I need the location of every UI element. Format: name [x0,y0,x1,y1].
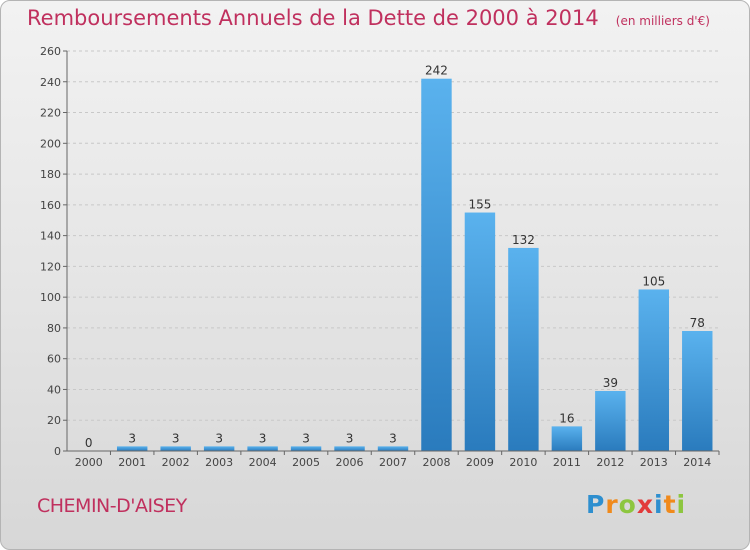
logo-letter: t [663,490,677,519]
bar-2001 [116,446,148,451]
y-tick-label: 40 [47,383,61,396]
logo-letter: r [605,490,619,519]
x-tick-label-2013: 2013 [640,456,668,469]
proxiti-logo: Proxiti [586,490,686,519]
bar-2007 [377,446,409,451]
data-label-2010: 132 [512,233,535,247]
y-tick-label: 0 [54,445,61,458]
data-label-2006: 3 [346,431,354,445]
x-tick-label-2006: 2006 [336,456,364,469]
y-tick-label: 20 [47,414,61,427]
data-label-2013: 105 [642,274,665,288]
x-tick-label-2002: 2002 [162,456,190,469]
y-tick-label: 240 [40,76,61,89]
x-tick-label-2007: 2007 [379,456,407,469]
data-label-2012: 39 [603,376,618,390]
x-tick-label-2010: 2010 [509,456,537,469]
data-label-2001: 3 [128,431,136,445]
bar-2004 [247,446,278,451]
bar-2009 [464,212,496,451]
x-tick-label-2005: 2005 [292,456,320,469]
bar-2008 [421,78,452,451]
data-label-2004: 3 [259,431,267,445]
bar-2002 [160,446,191,451]
bar-2011 [551,426,583,451]
y-tick-label: 120 [40,260,61,273]
bar-2006 [334,446,365,451]
data-label-2011: 16 [559,411,574,425]
x-tick-label-2001: 2001 [118,456,146,469]
axes [63,50,720,455]
x-tick-label-2009: 2009 [466,456,494,469]
chart-title: Remboursements Annuels de la Dette de 20… [27,6,599,30]
y-tick-label: 100 [40,291,61,304]
x-tick-label-2008: 2008 [422,456,450,469]
bar-2003 [203,446,235,451]
y-tick-label: 80 [47,322,61,335]
data-label-2014: 78 [690,316,705,330]
bar-2014 [682,331,713,451]
bar-2010 [508,247,539,451]
x-tick-label-2011: 2011 [553,456,581,469]
x-tick-label-2004: 2004 [249,456,277,469]
x-tick-label-2000: 2000 [75,456,103,469]
y-tick-label: 160 [40,199,61,212]
title-line: Remboursements Annuels de la Dette de 20… [27,6,710,30]
data-label-2003: 3 [215,431,223,445]
bar-2012 [595,391,626,451]
x-tick-label-2012: 2012 [596,456,624,469]
logo-letter: o [618,490,637,519]
logo-letter: P [586,490,606,519]
bars [116,78,713,451]
x-tick-label-2014: 2014 [683,456,711,469]
data-label-2007: 3 [389,431,397,445]
bar-2013 [638,289,670,451]
x-tick-label-2003: 2003 [205,456,233,469]
data-label-2000: 0 [85,436,93,450]
data-label-2005: 3 [302,431,310,445]
y-tick-label: 200 [40,137,61,150]
y-tick-label: 60 [47,353,61,366]
data-label-2008: 242 [425,64,448,78]
data-label-2009: 155 [468,198,491,212]
labels: 0204060801001201401601802002202402602000… [40,45,711,469]
y-tick-label: 140 [40,230,61,243]
commune-name: CHEMIN-D'AISEY [37,495,187,517]
chart-subtitle: (en milliers d'€) [615,14,710,28]
logo-letter: i [676,490,687,519]
logo-letter: x [636,490,654,519]
bar-2005 [290,446,322,451]
y-tick-label: 180 [40,168,61,181]
grid-lines [67,50,719,421]
data-label-2002: 3 [172,431,180,445]
y-tick-label: 220 [40,107,61,120]
y-tick-label: 260 [40,45,61,58]
logo-letter: i [654,490,664,519]
